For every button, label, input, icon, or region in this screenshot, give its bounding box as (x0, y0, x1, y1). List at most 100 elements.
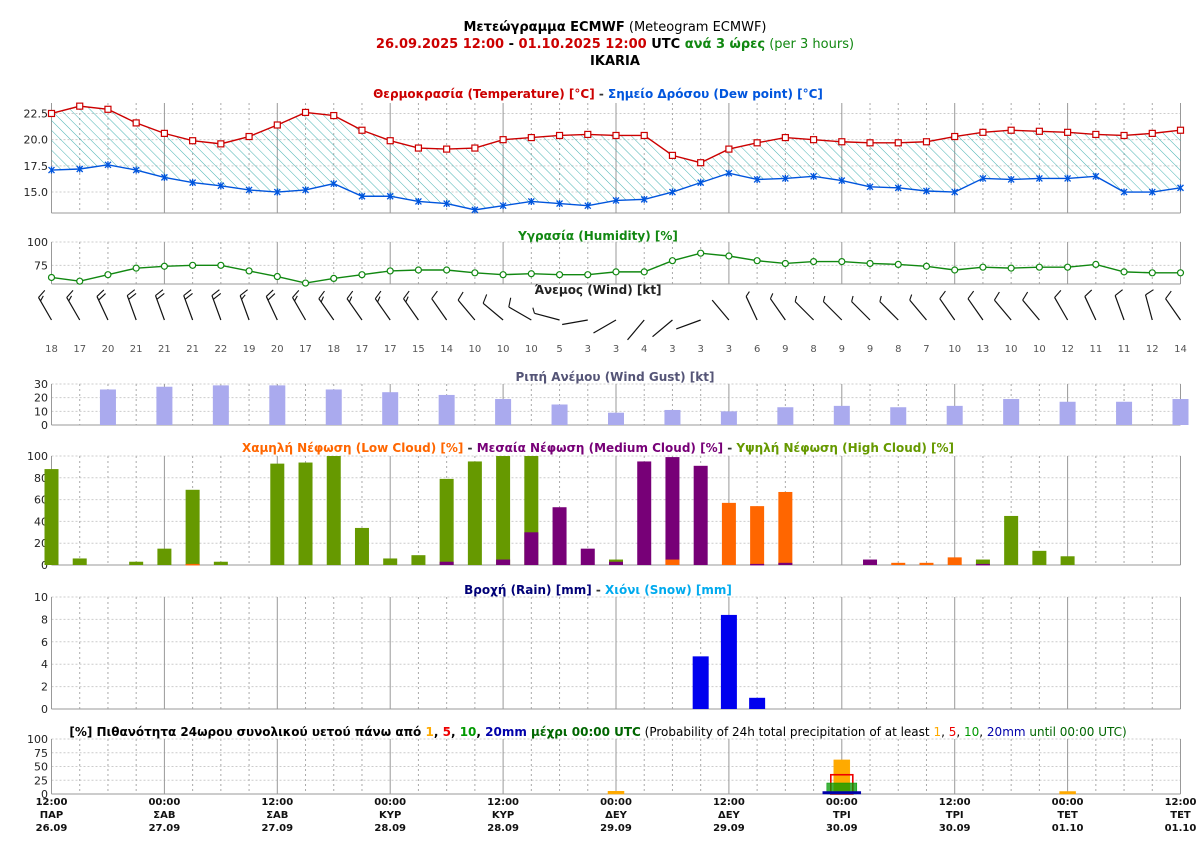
y-tick-label: 15.0 (24, 186, 49, 199)
humidity-point (330, 274, 338, 282)
dewpoint-point (584, 202, 592, 210)
y-tick-label: 2 (41, 681, 48, 694)
wind-barb-feather (155, 289, 164, 296)
location-name: IKARIA (590, 54, 640, 69)
wind-barb-feather (320, 296, 325, 303)
medium-cloud-bar (609, 561, 623, 565)
dewpoint-point (217, 182, 225, 190)
wind-barb (482, 294, 504, 321)
prob-title-en: (Probability of 24h total precipitation … (641, 725, 934, 739)
humidity-title: Υγρασία (Humidity) [%] (517, 229, 678, 243)
humidity-point (951, 266, 959, 274)
x-label-date: 29.09 (713, 823, 745, 834)
temperature-point (894, 139, 902, 147)
temperature-point (217, 140, 225, 148)
medium-cloud-bar (637, 461, 652, 565)
x-label-date: 28.09 (487, 823, 519, 834)
humidity-point (922, 262, 931, 270)
y-tick-label: 0 (41, 559, 48, 572)
x-label-day: ΚΥΡ (379, 810, 401, 821)
humidity-point (809, 258, 818, 266)
humidity-point (612, 268, 620, 276)
wind-barb-feather (348, 296, 353, 303)
wind-barb-feather (212, 292, 222, 300)
wind-barb (96, 289, 109, 321)
temperature-point (189, 137, 197, 145)
chart-period: 26.09.2025 12:00 - 01.10.2025 12:00 UTC … (376, 37, 854, 52)
temperature-point (668, 151, 677, 159)
humidity-point (414, 266, 423, 274)
humidity-point (584, 271, 592, 279)
wind-barb-shaft (126, 295, 137, 321)
wind-speed-label: 3 (585, 344, 591, 355)
wind-barb-shaft (562, 319, 588, 326)
prob-title-en-until: until 00:00 UTC) (1026, 725, 1127, 739)
wind-barb (346, 290, 363, 321)
x-label-time: 12:00 (939, 797, 971, 808)
low-cloud-bar (185, 563, 200, 566)
wind-barb (211, 289, 222, 321)
humidity-point (76, 277, 84, 285)
high-cloud-bar (975, 559, 990, 565)
wind-barb-feather (241, 294, 246, 300)
dewpoint-point (1177, 184, 1184, 192)
humidity-point (47, 273, 56, 282)
dewpoint-point (612, 196, 620, 204)
gust-bar (1172, 399, 1189, 425)
high-cloud-bar (1060, 556, 1075, 565)
prob-title-gr-20: 20mm (485, 725, 527, 739)
wind-barb-shaft (593, 319, 617, 334)
temperature-point (104, 105, 112, 113)
wind-barb (769, 293, 786, 321)
wind-speed-label: 21 (130, 344, 143, 355)
wind-speed-label: 10 (525, 344, 538, 355)
high-cloud-bar (496, 456, 511, 565)
wind-barb-shaft (909, 299, 927, 321)
wind-barb (1114, 289, 1125, 321)
x-label-day: ΔΕΥ (605, 810, 628, 821)
wind-barb-feather (405, 296, 409, 303)
wind-barb-feather (294, 295, 298, 302)
wind-barb (318, 290, 335, 321)
wind-barb-feather (822, 295, 826, 302)
wind-barb-feather (211, 289, 220, 296)
medium-cloud-title: Μεσαία Νέφωση (Medium Cloud) [%] (477, 441, 723, 455)
x-label-date: 01.10 (1165, 823, 1197, 834)
wind-barb-shaft (211, 295, 222, 321)
wind-speed-label: 22 (214, 344, 227, 355)
temperature-point (1092, 130, 1100, 139)
wind-barb-shaft (534, 312, 560, 321)
humidity-point (443, 266, 451, 274)
dewpoint-point (781, 174, 789, 182)
humidity-point (386, 267, 394, 275)
y-tick-label: 20.0 (24, 134, 49, 147)
wind-speed-label: 21 (186, 344, 199, 355)
period-step: ανά 3 ώρες (685, 37, 765, 52)
prob-title-gr-10: 10 (460, 725, 477, 739)
wind-speed-label: 20 (102, 344, 115, 355)
wind-speed-label: 18 (45, 344, 58, 355)
wind-barb-feather (879, 295, 882, 302)
gust-bar (438, 394, 455, 425)
high-cloud-bar (270, 463, 285, 565)
wind-barb-feather (346, 290, 354, 300)
wind-barb-shaft (346, 298, 363, 321)
temperature-panel-title: Θερμοκρασία (Temperature) [°C] - Σημείο … (373, 87, 823, 101)
humidity-point (527, 270, 535, 278)
wind-speed-label: 17 (384, 344, 397, 355)
temperature-point (245, 132, 253, 141)
wind-barb (993, 291, 1012, 321)
wind-speed-label: 3 (697, 344, 703, 355)
humidity-point (132, 264, 140, 272)
wind-barb-feather (993, 291, 1000, 301)
gust-bar (720, 411, 737, 425)
wind-barb-shaft (1022, 299, 1040, 321)
dewpoint-point (302, 186, 309, 194)
wind-barb-shaft (1054, 297, 1069, 321)
humidity-point (273, 272, 281, 281)
wind-barb-feather (403, 290, 410, 300)
low-cloud-bar (891, 562, 906, 565)
x-axis-labels: 12:00 ΠΑΡ 26.09 00:00 ΣΑΒ 27.09 12:00 ΣΑΒ 27.09 0… (36, 797, 1197, 834)
prob-1mm-bar (607, 791, 625, 795)
humidity-point (668, 257, 677, 265)
